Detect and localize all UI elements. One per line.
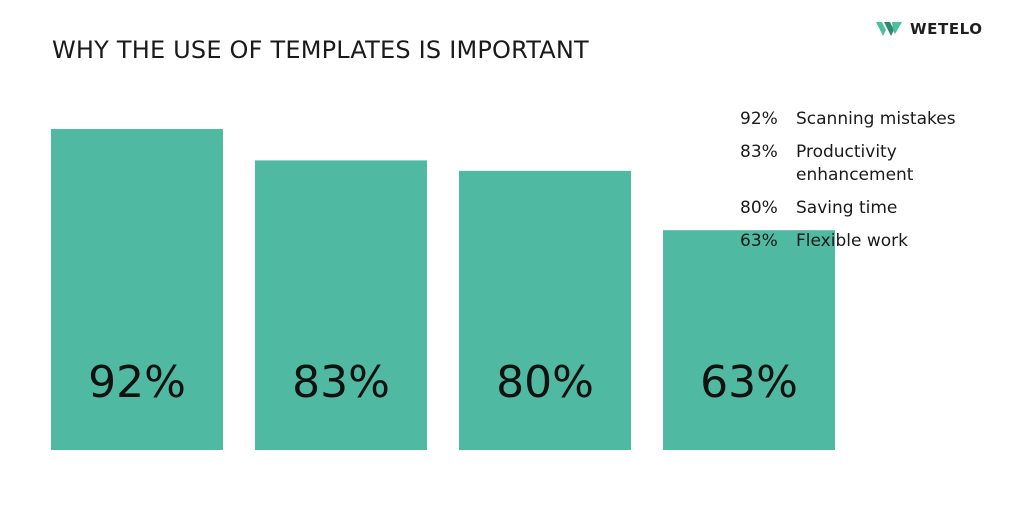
- bar-2: [255, 160, 427, 451]
- chart-title: WHY THE USE OF TEMPLATES IS IMPORTANT: [52, 36, 589, 64]
- bar-value-label: 92%: [88, 357, 186, 408]
- legend-item: 80% Saving time: [740, 197, 1000, 220]
- legend-label: Flexible work: [796, 231, 908, 251]
- bar-3: [459, 170, 631, 450]
- wetelo-logo-icon: [876, 22, 902, 36]
- legend-item: 92% Scanning mistakes: [740, 108, 1000, 131]
- bar-value-label: 63%: [700, 357, 798, 408]
- legend-value: 80%: [740, 198, 778, 218]
- legend-item: 63% Flexible work: [740, 230, 1000, 253]
- legend-label: Productivity enhancement: [796, 142, 914, 185]
- bar-1: [51, 129, 223, 450]
- legend-label: Scanning mistakes: [796, 109, 956, 129]
- legend-item: 83% Productivity enhancement: [740, 141, 1000, 187]
- brand-name: WETELO: [910, 20, 983, 38]
- legend-value: 63%: [740, 231, 778, 251]
- bar-value-label: 83%: [292, 357, 390, 408]
- legend-label: Saving time: [796, 198, 898, 218]
- legend: 92% Scanning mistakes 83% Productivity e…: [740, 108, 1000, 253]
- brand-logo: WETELO: [876, 20, 983, 38]
- bar-value-label: 80%: [496, 357, 594, 408]
- bar-4: [663, 230, 835, 450]
- legend-value: 83%: [740, 142, 778, 162]
- legend-value: 92%: [740, 109, 778, 129]
